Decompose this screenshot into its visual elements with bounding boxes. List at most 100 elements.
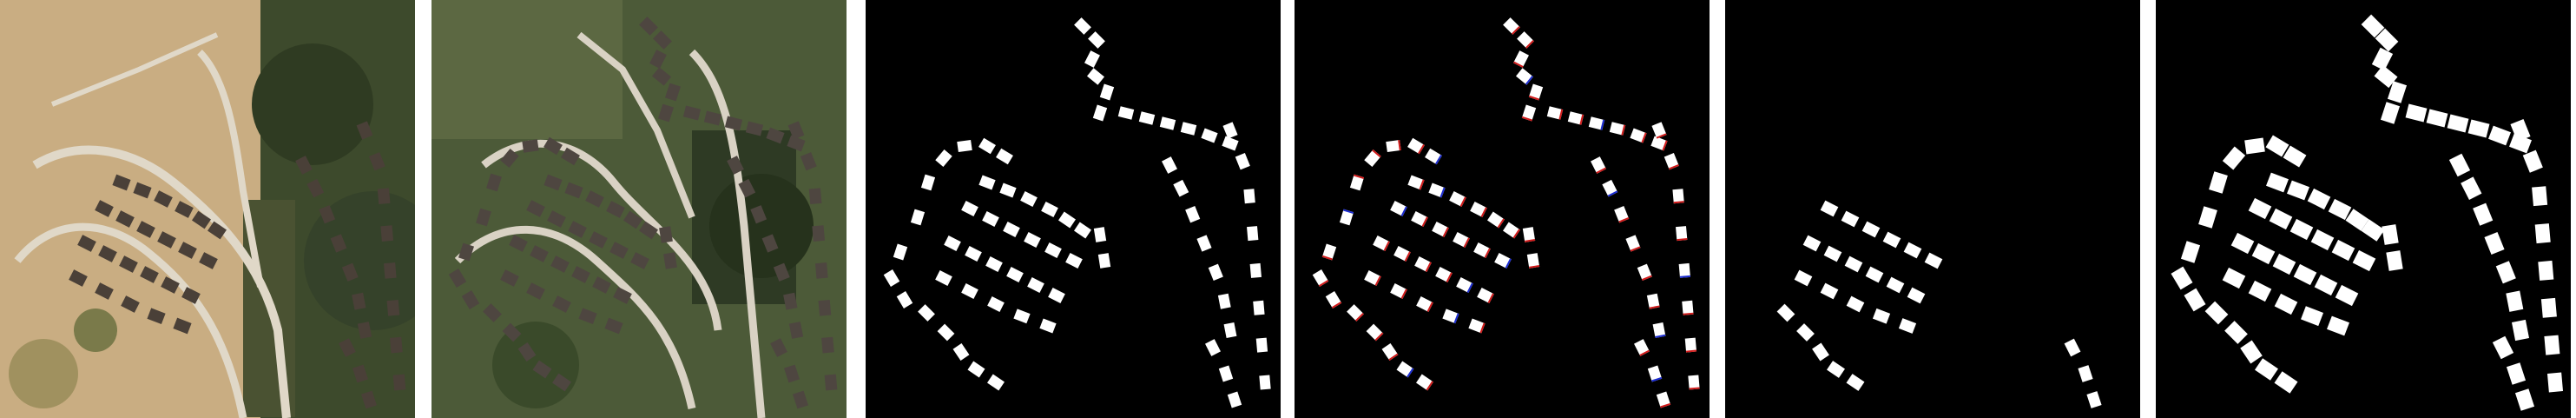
building-footprint [1185,206,1201,223]
building-footprint [2266,172,2289,193]
building-footprint [1041,202,1058,217]
error-pixel [1630,246,1641,252]
building-footprint [1044,242,1062,258]
building-footprint [2331,239,2355,262]
building-footprint [1247,226,1259,242]
building-footprint [377,188,391,205]
building-footprint [1526,253,1540,269]
building-footprint [550,255,570,273]
building-footprint [1235,153,1250,170]
building-footprint [800,152,817,171]
building-footprint [2492,335,2514,360]
building-footprint [1039,318,1057,334]
building-footprint [788,322,804,339]
error-pixel [1388,353,1399,361]
building-footprint [502,322,522,342]
building-footprint [2335,284,2359,307]
building-footprint [199,252,218,269]
building-footprint [461,290,480,309]
error-pixel [1558,109,1564,120]
building-footprint [1924,252,1943,269]
building-footprint [341,262,359,282]
building-footprint [1321,243,1337,261]
building-footprint [339,338,356,357]
building-footprint [766,127,785,144]
error-pixel [1649,305,1660,309]
building-footprint [1796,323,1815,342]
building-footprint [893,243,908,261]
building-footprint [2327,315,2349,336]
error-pixel [1497,218,1505,229]
error-pixel [1607,190,1618,197]
error-pixel [1656,133,1667,139]
error-pixel [1318,280,1329,287]
building-footprint [98,245,117,262]
building-footprint [380,225,394,242]
building-footprint [1048,288,1065,303]
building-footprint [1609,122,1626,136]
building-footprint [1678,262,1690,278]
building-footprint [1812,342,1829,362]
building-footprint [1006,267,1024,282]
building-footprint [2511,319,2530,342]
building-footprint [361,390,377,409]
building-footprint [1882,231,1901,249]
error-pixel [1618,217,1630,223]
error-pixel [1442,227,1449,237]
building-footprint [476,208,491,227]
building-footprint [1138,111,1156,125]
building-footprint [773,262,790,282]
building-footprint [561,147,580,166]
building-footprint [727,156,744,175]
building-footprint [1844,255,1863,273]
error-pixel [1621,124,1626,136]
building-footprint [2204,301,2229,325]
building-footprints [883,17,1271,408]
building-footprint [665,83,681,102]
error-pixel [1529,264,1540,269]
building-footprint [522,139,539,153]
building-footprint [1084,50,1100,68]
building-footprint [121,295,140,313]
error-pixel [1505,258,1512,269]
building-footprint [1588,116,1605,130]
building-footprint [1074,222,1091,239]
building-footprint [175,201,194,218]
error-pixel [1398,139,1401,151]
building-footprint [1218,365,1234,382]
building-footprint [639,17,658,36]
building-footprint [824,374,838,391]
error-pixel [1668,164,1679,170]
building-footprint [1255,337,1268,353]
building-footprint [738,178,756,198]
error-pixel [1639,349,1650,356]
building-footprint [1093,227,1107,242]
building-footprint [1672,189,1684,204]
building-footprint [500,149,519,168]
building-footprint [2532,186,2548,207]
error-pixel [1512,229,1520,239]
building-footprint [987,374,1005,391]
building-footprint [2224,321,2248,344]
building-footprint [2345,209,2369,231]
satellite-before-svg [0,0,415,418]
building-footprint [682,105,702,121]
error-pixel [1418,143,1425,155]
building-footprint [2314,274,2338,296]
building-footprint [1159,116,1176,130]
error-pixel [1343,209,1354,215]
building-footprint [140,266,159,283]
building-footprint [2184,288,2206,312]
building-footprint [2495,261,2516,284]
building-footprint [526,200,545,217]
building-footprint [1820,200,1839,217]
building-footprint [356,121,373,140]
error-pixel [1435,154,1442,165]
building-footprint [2382,224,2399,245]
error-pixel [1459,196,1466,207]
building-footprint [896,291,913,309]
error-pixel [1600,119,1605,130]
dense-mask-svg [2156,0,2571,418]
building-footprint [1820,282,1839,300]
building-footprint [1249,262,1262,278]
